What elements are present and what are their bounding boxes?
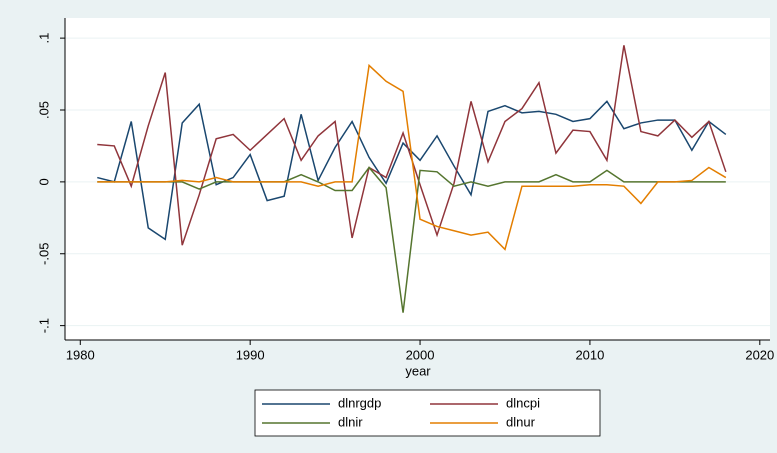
- legend-label: dlncpi: [506, 395, 540, 410]
- legend: [254, 389, 601, 437]
- series-line: [97, 63, 727, 251]
- legend-label: dlnur: [506, 414, 536, 429]
- y-tick-label: .05: [36, 101, 51, 119]
- x-tick-label: 2010: [575, 347, 604, 362]
- legend-label: dlnir: [338, 414, 363, 429]
- y-tick-label: -.1: [36, 318, 51, 333]
- y-tick-label: -.05: [36, 243, 51, 265]
- legend-label: dlnrgdp: [338, 395, 381, 410]
- series-line: [97, 166, 726, 313]
- x-tick-label: 1990: [236, 347, 265, 362]
- x-tick-label: 1980: [66, 347, 95, 362]
- x-axis-label: year: [405, 363, 431, 378]
- x-tick-label: 2020: [745, 347, 774, 362]
- y-tick-label: 0: [36, 178, 51, 185]
- y-tick-label: .1: [36, 33, 51, 44]
- x-tick-label: 2000: [406, 347, 435, 362]
